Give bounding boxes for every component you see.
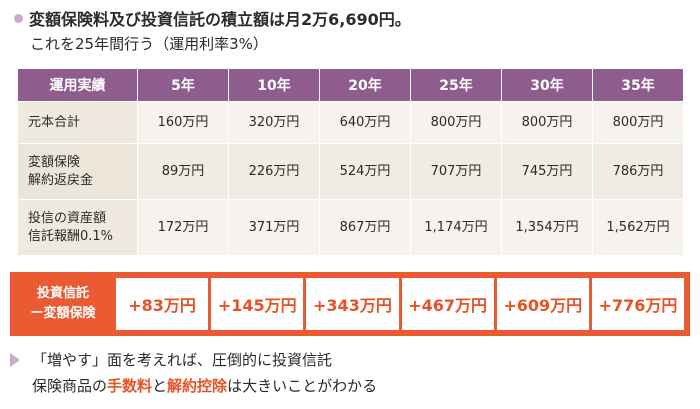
difference-cell: +145万円 [211, 278, 304, 330]
note-text: と [152, 377, 168, 395]
table-cell: 1,562万円 [592, 199, 684, 256]
comparison-table: 運用実績 5年 10年 20年 25年 30年 35年 元本合計 160万円 3… [17, 68, 684, 256]
table-row: 投信の資産額 信託報酬0.1% 172万円 371万円 867万円 1,174万… [17, 199, 684, 256]
table-cell: 320万円 [228, 101, 320, 144]
highlight-surrender-charge: 解約控除 [167, 377, 228, 395]
table-cell: 89万円 [137, 143, 229, 200]
note-line-2: 保険商品の手数料と解約控除は大きいことがわかる [10, 373, 690, 399]
header-cell: 5年 [137, 68, 229, 102]
table-cell: 745万円 [501, 143, 593, 200]
header-cell: 10年 [228, 68, 320, 102]
difference-cell: +467万円 [401, 278, 494, 330]
table-cell: 800万円 [410, 101, 502, 144]
highlight-fees: 手数料 [107, 377, 153, 395]
bullet-dot-icon [14, 13, 23, 23]
header-cell: 30年 [501, 68, 593, 102]
table-row: 元本合計 160万円 320万円 640万円 800万円 800万円 800万円 [17, 101, 684, 144]
table-header-row: 運用実績 5年 10年 20年 25年 30年 35年 [17, 68, 684, 102]
row-label-text: 信託報酬0.1% [28, 228, 114, 244]
difference-cell: +776万円 [591, 278, 685, 330]
table-cell: 524万円 [319, 143, 411, 200]
intro-subheading: これを25年間行う（運用利率3%） [30, 35, 268, 53]
row-label-text: 投信の資産額 [28, 210, 107, 226]
difference-cell: +83万円 [116, 278, 209, 330]
table-cell: 160万円 [137, 101, 229, 144]
table-cell: 786万円 [592, 143, 684, 200]
table-cell: 640万円 [319, 101, 411, 144]
difference-cell: +343万円 [306, 278, 399, 330]
conclusion-note: 「増やす」面を考えれば、圧倒的に投資信託 保険商品の手数料と解約控除は大きいこと… [10, 347, 690, 399]
header-cell: 20年 [319, 68, 411, 102]
difference-cell: +609万円 [496, 278, 589, 330]
intro: 変額保険料及び投資信託の積立額は月2万6,690円。 これを25年間行う（運用利… [14, 6, 694, 56]
difference-row: 投資信託 ー変額保険 +83万円 +145万円 +343万円 +467万円 +6… [10, 272, 690, 336]
note-text: 保険商品の [32, 377, 108, 395]
table-cell: 867万円 [319, 199, 411, 256]
header-cell: 35年 [592, 68, 684, 102]
difference-label: 投資信託 ー変額保険 [10, 278, 116, 330]
table-cell: 371万円 [228, 199, 320, 256]
table-cell: 800万円 [592, 101, 684, 144]
difference-label-text: ー変額保険 [30, 306, 96, 321]
header-cell: 運用実績 [17, 68, 138, 102]
row-label: 投信の資産額 信託報酬0.1% [17, 199, 138, 256]
table-row: 変額保険 解約返戻金 89万円 226万円 524万円 707万円 745万円 … [17, 143, 684, 200]
intro-heading-text: 変額保険料及び投資信託の積立額は月2万6,690円。 [29, 10, 411, 29]
row-label-text: 元本合計 [28, 114, 81, 130]
table-cell: 1,354万円 [501, 199, 593, 256]
row-label-text: 解約返戻金 [28, 172, 94, 188]
row-label: 元本合計 [17, 101, 138, 144]
triangle-bullet-icon [10, 353, 20, 367]
difference-label-text: 投資信託 [36, 286, 89, 301]
row-label: 変額保険 解約返戻金 [17, 143, 138, 200]
intro-heading: 変額保険料及び投資信託の積立額は月2万6,690円。 [14, 6, 694, 30]
table-cell: 226万円 [228, 143, 320, 200]
row-label-text: 変額保険 [28, 154, 81, 170]
table-cell: 1,174万円 [410, 199, 502, 256]
table-cell: 707万円 [410, 143, 502, 200]
note-text: は大きいことがわかる [227, 377, 378, 395]
note-line-1: 「増やす」面を考えれば、圧倒的に投資信託 [10, 347, 690, 373]
table-cell: 172万円 [137, 199, 229, 256]
difference-values: +83万円 +145万円 +343万円 +467万円 +609万円 +776万円 [116, 278, 685, 330]
header-cell: 25年 [410, 68, 502, 102]
table-cell: 800万円 [501, 101, 593, 144]
note-text: 「増やす」面を考えれば、圧倒的に投資信託 [32, 351, 333, 369]
